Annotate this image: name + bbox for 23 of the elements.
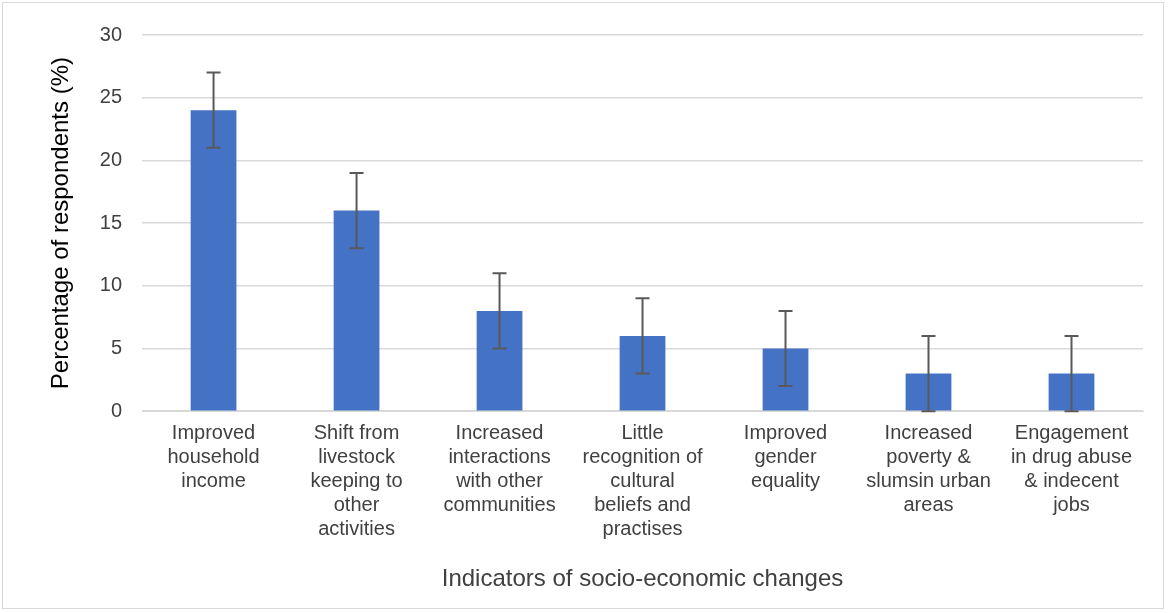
bar <box>190 110 237 411</box>
y-tick-label: 10 <box>99 273 123 296</box>
y-tick-label: 20 <box>99 147 123 170</box>
y-tick-label: 5 <box>110 336 123 359</box>
x-tick-label: Engagement in drug abuse & indecent jobs <box>1010 420 1133 515</box>
bar <box>476 310 523 411</box>
x-tick-label: Improved household income <box>167 420 260 491</box>
y-tick-label: 15 <box>99 210 123 233</box>
x-tick-label: Increased interactions with other communities <box>443 420 556 515</box>
x-tick-label: Shift from livestock keeping to other activities <box>310 420 403 539</box>
x-axis-title: Indicators of socio-economic changes <box>441 564 844 592</box>
bar <box>333 210 380 411</box>
y-tick-label: 30 <box>99 22 123 45</box>
y-tick-label: 25 <box>99 85 123 108</box>
x-tick-label: Little recognition of cultural beliefs and practises <box>582 420 704 539</box>
bar <box>762 348 809 411</box>
bar <box>905 373 952 411</box>
x-tick-label: Improved gender equality <box>743 420 828 491</box>
bar <box>1048 373 1095 411</box>
y-axis-title: Percentage of respondents (%) <box>46 57 74 390</box>
x-tick-label: Increased poverty & slumsin urban areas <box>866 420 991 515</box>
y-tick-label: 0 <box>110 398 123 421</box>
bar <box>619 335 666 411</box>
